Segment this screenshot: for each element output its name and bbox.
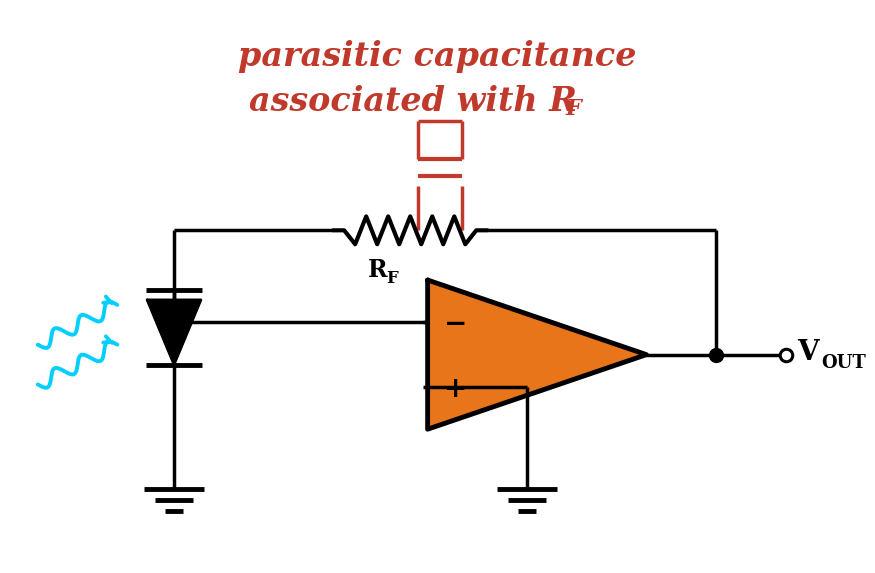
Text: −: − <box>444 310 467 338</box>
Text: V: V <box>798 339 819 366</box>
Polygon shape <box>147 300 201 364</box>
Text: +: + <box>444 375 467 403</box>
Text: associated with R: associated with R <box>248 85 577 117</box>
Polygon shape <box>428 280 647 429</box>
Text: OUT: OUT <box>822 354 866 371</box>
Text: F: F <box>566 98 582 120</box>
Text: F: F <box>386 269 397 286</box>
Text: parasitic capacitance: parasitic capacitance <box>238 40 637 73</box>
Text: R: R <box>368 258 388 282</box>
